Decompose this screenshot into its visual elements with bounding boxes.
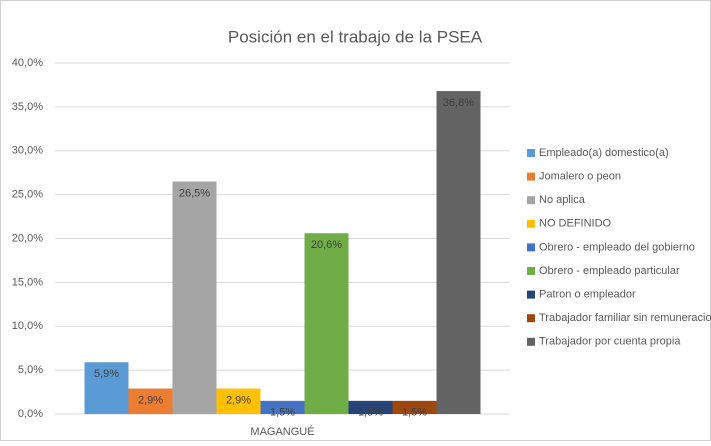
legend-label: Obrero - empleado particular bbox=[539, 265, 680, 277]
x-tick-label: MAGANGUÉ bbox=[250, 425, 314, 438]
legend-label: Trabajador por cuenta propia bbox=[539, 336, 681, 348]
chart-title: Posición en el trabajo de la PSEA bbox=[228, 27, 483, 46]
y-tick-label: 20,0% bbox=[12, 232, 43, 244]
y-tick-label: 10,0% bbox=[12, 320, 43, 332]
value-label: 20,6% bbox=[311, 239, 342, 251]
bar bbox=[304, 233, 349, 414]
bar bbox=[260, 400, 305, 414]
legend-swatch bbox=[527, 267, 535, 275]
legend-label: NO DEFINIDO bbox=[539, 218, 612, 230]
legend-swatch bbox=[527, 314, 535, 323]
legend-swatch bbox=[527, 290, 535, 299]
y-tick-label: 15,0% bbox=[12, 276, 43, 288]
value-label: 1,5% bbox=[402, 407, 427, 419]
legend-swatch bbox=[527, 243, 535, 252]
bar bbox=[436, 91, 481, 414]
legend-label: Trabajador familiar sin remuneracion bbox=[539, 312, 711, 324]
bar bbox=[172, 181, 217, 414]
y-tick-label: 35,0% bbox=[12, 101, 43, 113]
bar bbox=[84, 362, 129, 414]
value-label: 2,9% bbox=[226, 394, 251, 406]
legend-swatch bbox=[527, 149, 535, 157]
legend-swatch bbox=[527, 172, 535, 181]
legend-label: Empleado(a) domestico(a) bbox=[539, 147, 669, 159]
legend-label: Patron o empleador bbox=[539, 289, 636, 301]
y-tick-label: 30,0% bbox=[12, 145, 43, 157]
y-tick-label: 0,0% bbox=[18, 408, 43, 420]
bar bbox=[392, 400, 437, 414]
y-tick-label: 25,0% bbox=[12, 189, 43, 201]
bar bbox=[348, 400, 393, 414]
value-label: 1,5% bbox=[358, 407, 383, 419]
legend-swatch bbox=[527, 337, 535, 346]
value-label: 2,9% bbox=[138, 394, 163, 406]
legend-label: No aplica bbox=[539, 194, 586, 206]
legend-label: Obrero - empleado del gobierno bbox=[539, 241, 695, 253]
legend-label: Jomalero o peon bbox=[539, 171, 621, 183]
legend-swatch bbox=[527, 196, 535, 205]
y-tick-label: 5,0% bbox=[18, 364, 43, 376]
value-label: 5,9% bbox=[94, 368, 119, 380]
bar bbox=[216, 388, 261, 414]
value-label: 26,5% bbox=[179, 187, 210, 199]
value-label: 36,8% bbox=[443, 97, 474, 109]
y-tick-label: 40,0% bbox=[12, 57, 43, 69]
bar bbox=[128, 388, 173, 414]
legend-swatch bbox=[527, 219, 535, 228]
value-label: 1,5% bbox=[270, 407, 295, 419]
